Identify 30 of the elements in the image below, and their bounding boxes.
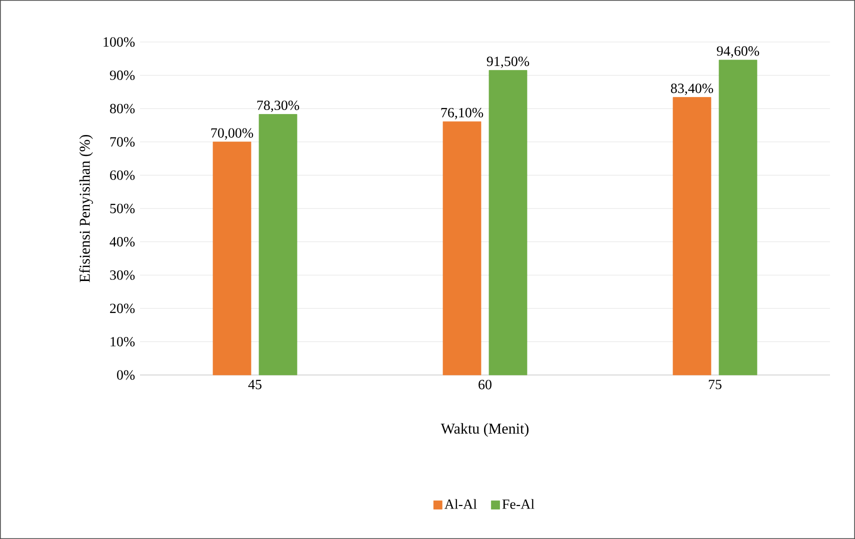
data-label: 76,10% [441, 108, 484, 120]
legend-label: Al-Al [444, 499, 477, 509]
y-tick-label: 100% [104, 37, 135, 47]
data-label: 94,60% [716, 46, 760, 58]
y-tick-label: 70% [110, 137, 135, 147]
bar [442, 121, 482, 376]
x-tick-label: 75 [708, 380, 722, 390]
x-axis-title: Waktu (Menit) [440, 423, 529, 437]
x-tick-label: 60 [478, 380, 492, 390]
bar [258, 114, 298, 376]
legend-label: Fe-Al [502, 499, 534, 509]
y-tick-label: 60% [110, 170, 135, 180]
y-tick-label: 20% [110, 304, 135, 314]
y-axis-title: Efisiensi Penyisihan (%) [79, 135, 93, 282]
bar [488, 70, 528, 376]
bar [672, 97, 712, 376]
data-label: 83,40% [670, 84, 714, 96]
bar [212, 142, 252, 376]
x-tick-label: 45 [248, 380, 262, 390]
data-label: 91,50% [486, 56, 530, 68]
y-tick-label: 50% [110, 204, 135, 214]
y-tick-label: 80% [110, 104, 135, 114]
y-tick-label: 90% [110, 70, 135, 80]
y-tick-label: 0% [117, 370, 135, 380]
data-label: 70,00% [211, 128, 254, 140]
y-tick-label: 40% [110, 237, 135, 247]
bar [718, 60, 758, 376]
data-label: 78,30% [257, 100, 300, 112]
y-tick-label: 10% [110, 336, 135, 346]
y-tick-label: 30% [110, 270, 135, 280]
